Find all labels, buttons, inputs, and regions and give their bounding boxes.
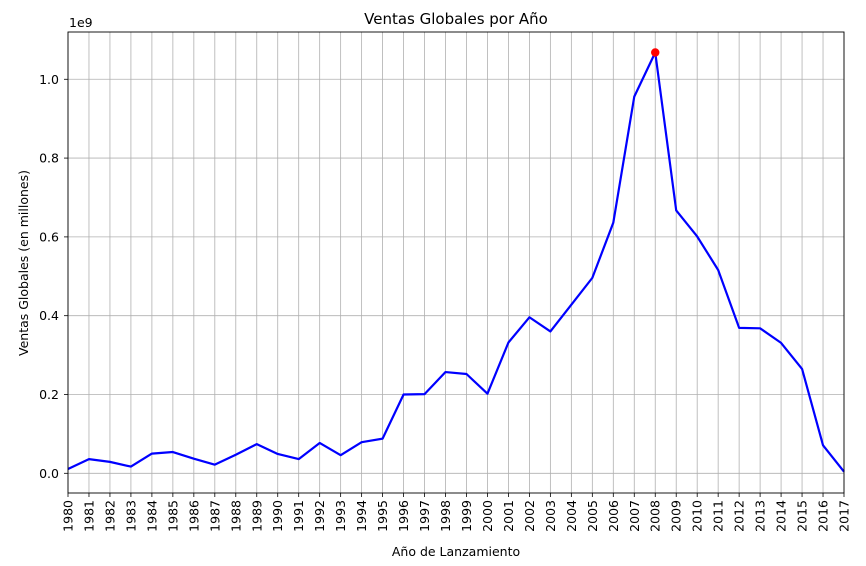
x-tick-label: 2017 <box>837 500 852 532</box>
x-tick-label: 2004 <box>564 500 579 532</box>
x-tick-label: 1987 <box>207 500 222 532</box>
x-tick-label: 2014 <box>774 500 789 532</box>
y-offset-label: 1e9 <box>69 15 93 30</box>
x-tick-label: 2009 <box>669 500 684 532</box>
x-tick-label: 2012 <box>732 500 747 532</box>
x-tick-label: 2000 <box>480 500 495 532</box>
x-tick-label: 1988 <box>228 500 243 532</box>
y-axis-label: Ventas Globales (en millones) <box>16 170 31 356</box>
y-tick-label: 0.4 <box>39 308 59 323</box>
x-tick-label: 1983 <box>123 500 138 532</box>
x-tick-label: 2007 <box>627 500 642 532</box>
x-tick-label: 1993 <box>333 500 348 532</box>
grid <box>67 32 845 493</box>
x-tick-label: 1992 <box>312 500 327 532</box>
x-tick-label: 1986 <box>186 500 201 532</box>
x-tick-label: 2001 <box>501 500 516 532</box>
x-tick-label: 1998 <box>438 500 453 532</box>
x-tick-label: 1994 <box>354 500 369 532</box>
y-tick-label: 0.0 <box>39 466 59 481</box>
x-tick-label: 2008 <box>648 500 663 532</box>
x-tick-label: 1997 <box>417 500 432 532</box>
x-tick-label: 1995 <box>375 500 390 532</box>
y-tick-label: 0.2 <box>39 387 59 402</box>
x-tick-label: 2016 <box>816 500 831 532</box>
x-tick-label: 1989 <box>249 500 264 532</box>
x-tick-label: 1985 <box>165 500 180 532</box>
x-tick-label: 2006 <box>606 500 621 532</box>
x-tick-label: 2005 <box>585 500 600 532</box>
x-axis-label: Año de Lanzamiento <box>392 544 520 559</box>
x-tick-label: 2003 <box>543 500 558 532</box>
x-tick-label: 1999 <box>459 500 474 532</box>
x-tick-label: 2015 <box>795 500 810 532</box>
x-tick-label: 1981 <box>81 500 96 532</box>
x-tick-label: 2013 <box>753 500 768 532</box>
x-tick-label: 2011 <box>711 500 726 532</box>
x-tick-label: 1984 <box>144 500 159 532</box>
series-line <box>67 51 845 473</box>
x-tick-label: 2002 <box>522 500 537 532</box>
axis-ticks: 1980 1981 1982 1983 1984 1985 1986 1987 1988 1989… <box>39 72 851 532</box>
y-tick-label: 1.0 <box>39 72 59 87</box>
y-tick-label: 0.6 <box>39 229 59 244</box>
peak-point <box>651 48 660 57</box>
x-tick-label: 1991 <box>291 500 306 532</box>
x-tick-label: 2010 <box>690 500 705 532</box>
x-tick-label: 1990 <box>270 500 285 532</box>
x-tick-label: 1982 <box>102 500 117 532</box>
x-tick-label: 1980 <box>61 500 76 532</box>
plot-frame <box>67 31 845 494</box>
y-tick-label: 0.8 <box>39 151 59 166</box>
x-tick-label: 1996 <box>396 500 411 532</box>
chart-title: Ventas Globales por Año <box>364 10 548 28</box>
series-layer <box>67 48 845 473</box>
